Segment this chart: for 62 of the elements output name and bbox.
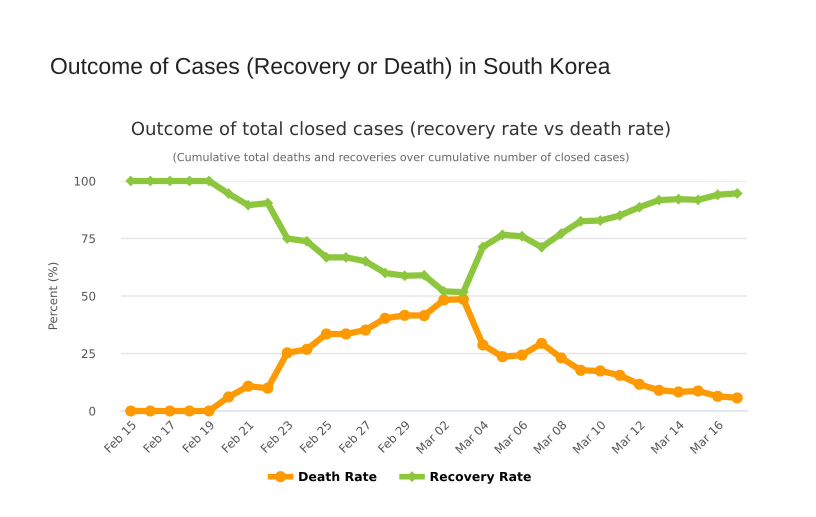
x-tick-label: Mar 14 [650,420,685,454]
x-tick-label: Mar 06 [494,420,528,454]
point [594,365,606,377]
legend-label: Recovery Rate [430,472,531,484]
point [712,390,724,402]
point [692,385,704,397]
x-tick-label: Mar 08 [533,420,568,454]
point [672,386,684,398]
point [614,370,626,381]
point [164,405,176,417]
point [438,294,450,306]
point [301,344,312,355]
point [184,405,196,417]
point [732,392,743,404]
point [556,352,567,364]
x-tick-label: Feb 15 [104,420,137,454]
point [575,364,586,376]
point [399,310,410,321]
x-tick-label: Feb 21 [220,420,254,454]
y-tick-label: 100 [74,176,96,186]
chart-subtitle: Outcome of total closed cases (recovery rate vs death rate) [132,121,670,139]
y-tick-label: 0 [89,406,96,416]
x-tick-label: Mar 04 [454,420,489,454]
point [556,228,566,239]
x-tick-label: Feb 17 [142,420,176,454]
x-tick-label: Mar 02 [416,420,450,454]
point [634,378,645,390]
point [653,384,665,396]
point [262,382,274,394]
point [282,347,293,358]
x-tick-label: Mar 10 [572,420,606,454]
x-tick-label: Mar 12 [611,420,646,454]
point [536,338,548,349]
point [380,312,391,324]
point [203,405,215,417]
x-tick-label: Feb 23 [260,420,294,454]
x-tick-label: Feb 27 [338,420,372,454]
point [516,350,528,361]
point [536,242,547,252]
y-axis-title: Percent (%) [48,262,59,330]
point [223,188,234,199]
point [360,324,372,336]
point [242,380,254,392]
point [496,351,508,362]
point [125,405,136,417]
x-tick-label: Mar 16 [690,420,724,454]
point [478,242,488,252]
point [320,328,332,340]
x-tick-label: Feb 19 [182,420,215,454]
point [223,391,234,403]
text: (Cumulative total deaths and recoveries over cumulative number of closed cases) [173,152,629,163]
point [340,328,352,340]
y-tick-label: 75 [82,234,95,244]
x-tick-label: Feb 29 [377,420,411,454]
point [418,310,430,322]
y-tick-label: 25 [82,349,95,358]
chart-title: Outcome of Cases (Recovery or Death) in South Korea [51,57,610,79]
point [144,405,156,417]
y-tick-label: 50 [82,292,96,301]
point [477,339,488,351]
legend-label: Death Rate [299,472,376,482]
x-tick-label: Feb 25 [299,420,332,454]
